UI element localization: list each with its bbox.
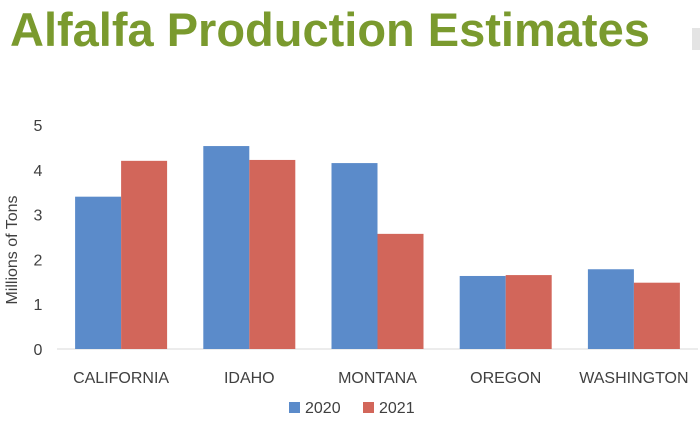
bar-2020-montana <box>331 163 378 349</box>
y-axis-label: Millions of Tons <box>4 195 21 304</box>
bar-2020-washington <box>587 269 634 349</box>
bar-2020-california <box>75 196 122 349</box>
legend: 2020 2021 <box>289 400 415 417</box>
x-tick-label: OREGON <box>470 370 541 387</box>
bar-2020-idaho <box>203 146 250 349</box>
x-tick-label: IDAHO <box>224 370 275 387</box>
x-axis: CALIFORNIA IDAHO MONTANA OREGON WASHINGTON <box>57 348 698 387</box>
bar-2021-washington <box>633 282 680 349</box>
x-tick-label: CALIFORNIA <box>73 370 169 387</box>
edge-bar <box>692 28 700 50</box>
y-axis: 0 1 2 3 4 5 <box>34 118 43 359</box>
y-tick-label: 2 <box>34 252 43 269</box>
bar-2021-oregon <box>505 275 552 349</box>
y-tick-label: 3 <box>34 208 43 225</box>
bars <box>75 146 680 349</box>
bar-2021-california <box>121 160 168 349</box>
x-tick-label: WASHINGTON <box>579 370 688 387</box>
y-tick-label: 0 <box>34 342 43 359</box>
legend-swatch-2021 <box>363 402 374 413</box>
x-tick-label: MONTANA <box>338 370 417 387</box>
bar-2021-idaho <box>249 159 296 349</box>
chart-title: Alfalfa Production Estimates <box>10 3 650 56</box>
legend-swatch-2020 <box>289 402 300 413</box>
legend-label-2020: 2020 <box>305 400 341 417</box>
y-tick-label: 1 <box>34 297 43 314</box>
bar-2020-oregon <box>459 275 506 349</box>
bar-2021-montana <box>377 233 424 349</box>
y-tick-label: 5 <box>34 118 43 135</box>
legend-label-2021: 2021 <box>379 400 415 417</box>
y-tick-label: 4 <box>34 163 43 180</box>
